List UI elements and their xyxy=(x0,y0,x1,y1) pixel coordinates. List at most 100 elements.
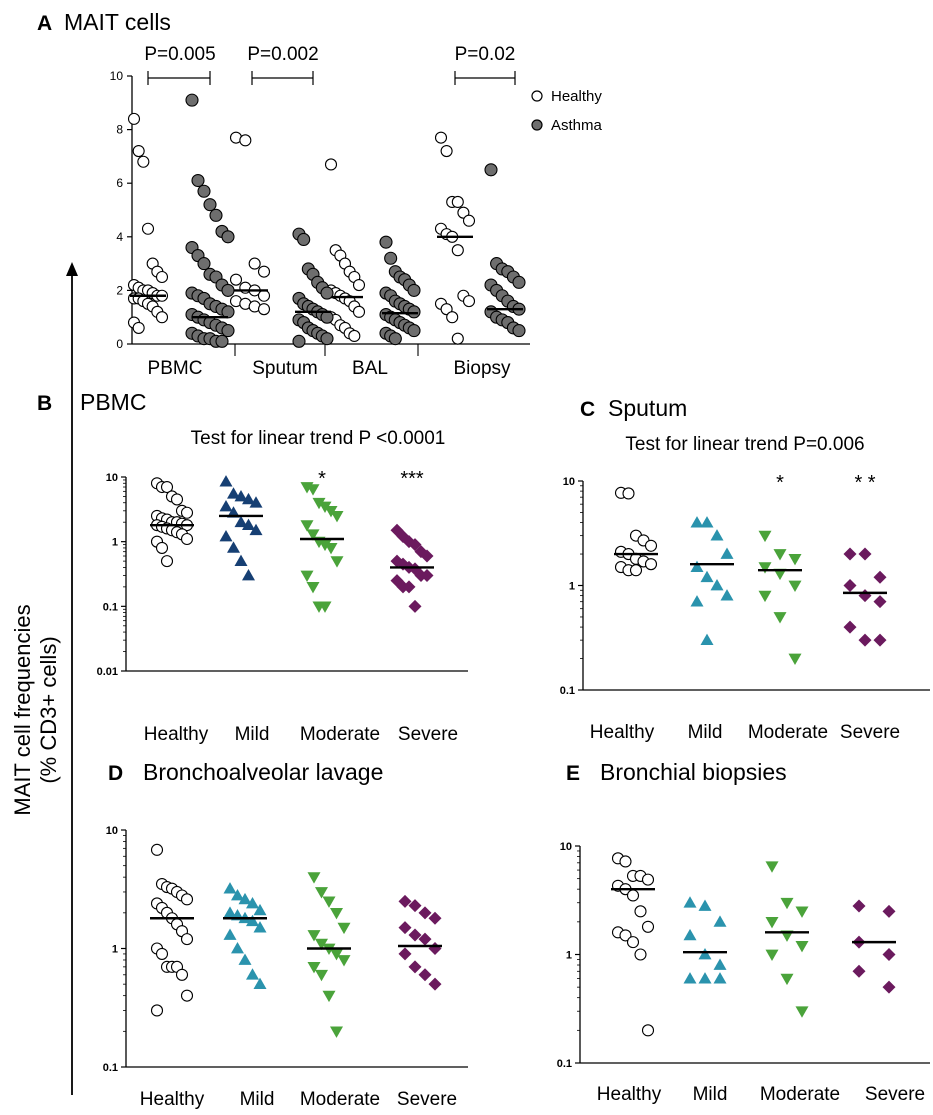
panel-a-point-asthma xyxy=(407,324,421,338)
panel-a-point-healthy xyxy=(132,144,145,158)
panelB-point-moderate xyxy=(306,529,320,541)
panelD-point-severe xyxy=(398,894,412,908)
panelB-point-mild xyxy=(219,475,233,487)
panelE-point-healthy xyxy=(619,929,632,942)
panel-b-label: B xyxy=(37,392,52,415)
panelB-point-severe xyxy=(402,580,416,594)
panelE-point-healthy xyxy=(619,855,632,868)
panelD-point-healthy xyxy=(155,947,169,960)
panelB-category-label: Mild xyxy=(235,724,270,745)
panelE-point-mild xyxy=(683,896,697,908)
panel-a-title: MAIT cells xyxy=(64,9,171,35)
panelE-point-mild xyxy=(713,915,727,927)
panelE-point-mild xyxy=(698,948,712,960)
panel-e: E Bronchial biopsies 0.1 1 10 Healthy Mild Mo… xyxy=(557,759,930,1105)
panelB-point-mild xyxy=(234,489,248,502)
panelB-point-moderate xyxy=(300,570,314,582)
panel-a-point-healthy xyxy=(440,144,453,158)
panelD-y-tick-label: 0.1 xyxy=(103,1062,118,1074)
panelC-y-tick-label: 10 xyxy=(563,476,575,488)
panel-a-point-asthma xyxy=(215,334,229,348)
panel-a-point-healthy xyxy=(141,222,155,235)
panelC-y-tick-label: 0.1 xyxy=(560,685,575,697)
panelE-category-label: Healthy xyxy=(597,1084,662,1105)
panel-a-point-asthma xyxy=(512,324,526,338)
panelB-point-mild xyxy=(242,518,255,531)
panel-a-point-asthma xyxy=(484,163,498,177)
panelB-point-mild xyxy=(219,499,233,512)
panelC-y-tick-label: 1 xyxy=(569,581,575,593)
panel-a-point-asthma xyxy=(203,198,217,212)
panelE-point-healthy xyxy=(634,948,647,961)
legend-healthy-label: Healthy xyxy=(551,88,602,105)
panelE-point-healthy xyxy=(641,920,655,933)
panelC-point-moderate xyxy=(788,580,802,592)
panel-a-point-asthma xyxy=(320,332,334,346)
panelB-category-label: Healthy xyxy=(144,724,209,745)
panelE-point-moderate xyxy=(780,897,794,910)
panel-e-title: Bronchial biopsies xyxy=(600,759,787,785)
panelD-y-tick-label: 1 xyxy=(112,944,118,956)
panelE-point-moderate xyxy=(765,861,779,873)
panel-a-point-healthy xyxy=(248,257,261,270)
panel-a-point-asthma xyxy=(197,184,211,198)
panel-a-point-healthy xyxy=(462,214,476,227)
panel-a-category-sputum: Sputum xyxy=(252,358,317,379)
panelD-point-moderate xyxy=(307,872,321,884)
panelE-point-moderate xyxy=(765,949,779,961)
panelC-point-moderate xyxy=(788,553,802,566)
panel-a-y-tick-label: 8 xyxy=(116,123,123,137)
panelC-point-severe xyxy=(873,570,887,584)
legend-asthma-label: Asthma xyxy=(551,117,603,134)
panelD-point-mild xyxy=(223,928,237,940)
panelC-point-moderate xyxy=(773,549,787,561)
panelC-point-severe xyxy=(873,633,887,647)
panelD-point-mild xyxy=(231,889,244,901)
panelD-point-moderate xyxy=(330,949,343,961)
panelD-category-label: Severe xyxy=(397,1089,457,1110)
panelD-point-moderate xyxy=(315,938,328,951)
panel-c-label: C xyxy=(580,398,595,421)
panelC-category-label: Moderate xyxy=(748,722,828,743)
panel-a-y-tick-label: 10 xyxy=(110,69,124,83)
panelB-point-healthy xyxy=(180,506,194,519)
panelB-point-moderate xyxy=(312,497,326,510)
panel-a-y-tick-label: 6 xyxy=(116,176,123,190)
shared-y-axis-label-line2: (% CD3+ cells) xyxy=(36,636,61,783)
panelD-point-severe xyxy=(408,928,422,942)
panelC-point-healthy xyxy=(622,487,635,500)
panelE-point-severe xyxy=(852,899,866,913)
panelE-point-moderate xyxy=(780,973,794,986)
panelD-point-severe xyxy=(418,932,432,946)
panelE-y-tick-label: 0.1 xyxy=(557,1058,572,1070)
panel-d-label: D xyxy=(108,762,123,785)
panelC-point-mild xyxy=(690,516,704,528)
panelC-point-mild xyxy=(700,516,714,528)
panelE-point-healthy xyxy=(634,905,647,918)
panel-a-point-asthma xyxy=(388,332,402,346)
panelE-point-mild xyxy=(683,928,697,941)
panelB-y-tick-label: 0.1 xyxy=(103,601,118,613)
panelB-point-healthy xyxy=(160,480,174,494)
panel-a-point-healthy xyxy=(324,158,338,171)
panel-a-point-healthy xyxy=(348,329,361,343)
panelD-category-label: Healthy xyxy=(140,1089,205,1110)
panelE-point-healthy xyxy=(626,889,640,902)
panelC-point-healthy xyxy=(629,564,643,577)
panelB-point-severe xyxy=(420,549,434,563)
panelE-point-moderate xyxy=(795,1006,809,1018)
panelE-point-moderate xyxy=(795,906,809,918)
panel-a-point-healthy xyxy=(229,273,243,286)
panelD-point-healthy xyxy=(150,1004,164,1017)
panelC-point-mild xyxy=(700,570,714,583)
panelD-point-mild xyxy=(246,968,259,980)
panelB-point-mild xyxy=(249,496,263,508)
panel-a-y-tick-label: 0 xyxy=(116,337,123,351)
panelC-point-mild xyxy=(710,579,724,591)
panelB-point-mild xyxy=(242,568,255,581)
panelC-category-label: Mild xyxy=(688,722,723,743)
panelD-point-healthy xyxy=(180,893,194,906)
panelB-point-mild xyxy=(249,523,263,536)
panelC-point-moderate xyxy=(773,568,787,581)
panelC-category-label: Healthy xyxy=(590,722,655,743)
